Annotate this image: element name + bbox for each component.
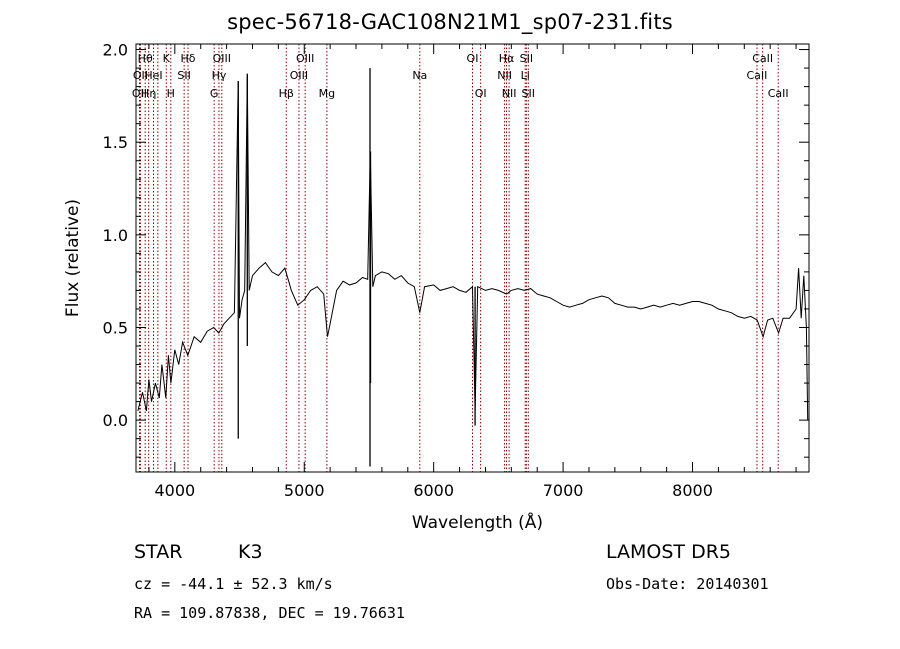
line-marker-label: NII [502, 87, 517, 100]
line-marker-label: Hγ [212, 69, 227, 82]
observation-date: Obs-Date: 20140301 [606, 575, 769, 593]
line-marker-label: NII [497, 69, 512, 82]
redshift-velocity: cz = -44.1 ± 52.3 km/s [134, 575, 333, 593]
line-marker-label: CaII [752, 52, 773, 65]
line-marker-label: SII [522, 87, 535, 100]
line-marker-label: HeI [144, 69, 162, 82]
line-marker-label: OI [475, 87, 487, 100]
y-tick-label: 2.0 [103, 41, 128, 60]
line-marker-label: CaII [747, 69, 768, 82]
survey-name: LAMOST DR5 [606, 541, 731, 563]
line-marker-label: OII [133, 69, 148, 82]
y-tick-label: 0.0 [103, 411, 128, 430]
object-class: STAR [134, 541, 183, 563]
spectral-line-labels: OIIOIIHθHηHeIKHSIIHδGHγOIIIHβOIIIOIIIMgN… [132, 52, 789, 100]
x-axis-label: Wavelength (Å) [412, 511, 543, 533]
x-tick-label: 7000 [543, 481, 584, 500]
x-tick-label: 5000 [284, 481, 325, 500]
coordinates: RA = 109.87838, DEC = 19.76631 [134, 604, 405, 622]
line-marker-label: Hθ [138, 52, 153, 65]
y-tick-label: 1.5 [103, 133, 128, 152]
line-marker-label: Li [521, 69, 530, 82]
line-marker-label: OIII [213, 52, 231, 65]
chart-title: spec-56718-GAC108N21M1_sp07-231.fits [227, 10, 673, 34]
plot-axes: 4000 5000 6000 7000 8000 0.0 0.5 1.0 1.5 2.0 Wavel… [63, 41, 810, 533]
line-marker-label: OI [467, 52, 479, 65]
spectral-line-markers [138, 44, 779, 472]
line-marker-label: Hα [499, 52, 515, 65]
line-marker-label: Hβ [279, 87, 294, 100]
x-tick-label: 6000 [413, 481, 454, 500]
x-tick-label: 4000 [154, 481, 195, 500]
line-marker-label: SII [520, 52, 533, 65]
line-marker-label: SII [177, 69, 190, 82]
line-marker-label: K [163, 52, 171, 65]
plot-frame [135, 43, 810, 473]
spectrum-line [137, 75, 809, 421]
y-tick-label: 1.0 [103, 226, 128, 245]
line-marker-label: OIII [296, 52, 314, 65]
object-subclass: K3 [238, 541, 263, 563]
line-marker-label: CaII [768, 87, 789, 100]
line-marker-label: Hδ [181, 52, 196, 65]
line-marker-label: G [210, 87, 219, 100]
spectrum-trace [137, 68, 809, 467]
line-marker-label: Mg [319, 87, 335, 100]
line-marker-label: OIII [290, 69, 308, 82]
y-tick-label: 0.5 [103, 318, 128, 337]
line-marker-label: Na [412, 69, 427, 82]
line-marker-label: Hη [141, 87, 156, 100]
line-marker-label: H [167, 87, 175, 100]
x-tick-label: 8000 [672, 481, 713, 500]
y-axis-label: Flux (relative) [63, 199, 83, 317]
